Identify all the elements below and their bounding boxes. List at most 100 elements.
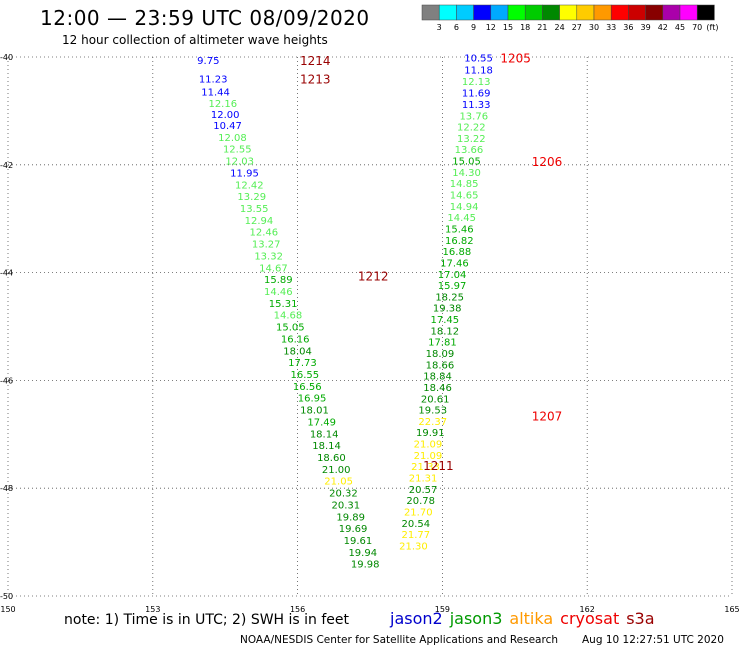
legend-swatch (473, 4, 492, 21)
swh-point-east: 13.76 (459, 111, 488, 122)
swh-point-west: 10.47 (213, 121, 242, 132)
swh-point-west: 18.01 (300, 406, 329, 417)
pass-time-label: 1212 (358, 269, 389, 283)
swh-point-east: 17.04 (438, 270, 467, 281)
swh-point-east: 17.81 (428, 338, 457, 349)
swh-point-east: 15.46 (445, 224, 474, 235)
swh-point-east: 20.61 (421, 394, 450, 405)
swh-point-east: 17.46 (440, 258, 469, 269)
satellite-jason3: jason3 (449, 609, 503, 628)
legend-swatch (628, 4, 646, 21)
y-tick-label: -46 (0, 376, 13, 385)
swh-point-east: 12.22 (457, 123, 486, 134)
satellite-s3a: s3a (626, 609, 655, 628)
y-tick-label: -48 (0, 484, 13, 493)
swh-point-west: 15.31 (269, 299, 298, 310)
legend-swatch (559, 4, 578, 21)
swh-point-east: 16.88 (443, 247, 472, 258)
swh-point-west: 17.73 (288, 358, 317, 369)
pass-time-label: 1206 (532, 155, 563, 169)
swh-point-west: 12.00 (211, 110, 240, 121)
legend-tick-label: 39 (641, 23, 651, 32)
swh-point-east: 12.13 (462, 77, 491, 88)
legend-swatch (645, 4, 664, 21)
footer-timestamp: Aug 10 12:27:51 UTC 2020 (582, 634, 724, 646)
x-tick-label: 165 (724, 605, 739, 614)
swh-point-east: 11.33 (462, 100, 491, 111)
swh-point-west: 13.55 (240, 204, 269, 215)
y-tick-label: -44 (0, 269, 13, 278)
legend-tick-label: 45 (675, 23, 685, 32)
swh-point-east: 21.09 (414, 451, 443, 462)
legend-unit: (ft) (706, 23, 718, 32)
swh-point-east: 18.12 (430, 326, 459, 337)
swh-point-west: 13.29 (237, 192, 266, 203)
swh-point-west: 11.23 (199, 75, 228, 86)
swh-point-east: 13.22 (457, 134, 486, 145)
pass-time-label: 1213 (300, 73, 331, 87)
legend-tick-label: 12 (486, 23, 496, 32)
x-tick-label: 159 (435, 605, 450, 614)
swh-point-west: 13.27 (252, 240, 281, 251)
legend-tick-label: 3 (437, 23, 442, 32)
x-tick-label: 162 (580, 605, 595, 614)
swh-point-west: 16.95 (298, 394, 327, 405)
swh-point-east: 18.66 (426, 360, 455, 371)
swh-point-west: 16.16 (281, 334, 310, 345)
satellite-jason2: jason2 (390, 609, 443, 628)
swh-point-west: 21.05 (324, 477, 353, 488)
swh-point-west: 12.03 (225, 157, 254, 168)
swh-point-east: 21.77 (402, 530, 431, 541)
satellite-altika: altika (509, 609, 554, 628)
swh-point-west: 9.75 (197, 56, 219, 67)
swh-point-east: 22.37 (418, 417, 447, 428)
legend-swatch (610, 4, 629, 21)
swh-point-west: 18.04 (283, 346, 312, 357)
legend-swatch (576, 4, 595, 21)
swh-point-east: 11.18 (464, 65, 493, 76)
swh-point-east: 15.97 (438, 281, 467, 292)
legend-tick-label: 21 (537, 23, 547, 32)
swh-point-east: 19.53 (418, 406, 447, 417)
legend-tick-label: 18 (520, 23, 530, 32)
swh-point-west: 12.08 (218, 133, 247, 144)
swh-point-west: 18.60 (317, 453, 346, 464)
swh-point-east: 21.30 (399, 541, 428, 552)
legend-swatch (542, 4, 560, 21)
pass-time-label: 1205 (500, 52, 531, 66)
swh-point-east: 18.46 (423, 383, 452, 394)
footer-note: note: 1) Time is in UTC; 2) SWH is in fe… (64, 612, 350, 628)
satellite-legend: jason2 jason3 altika cryosat s3a (390, 609, 662, 628)
legend-swatch (421, 4, 440, 21)
swh-point-west: 14.46 (264, 287, 293, 298)
pass-time-label: 1211 (423, 459, 454, 473)
swh-point-west: 19.94 (348, 548, 377, 559)
swh-point-west: 19.89 (336, 512, 365, 523)
legend-swatch (456, 4, 474, 21)
y-tick-label: -50 (0, 592, 13, 601)
swh-point-east: 14.94 (450, 202, 479, 213)
x-tick-label: 156 (290, 605, 305, 614)
legend-tick-label: 27 (572, 23, 582, 32)
legend-tick-label: 70 (692, 23, 702, 32)
pass-time-label: 1214 (300, 54, 331, 68)
swh-point-east: 20.57 (409, 485, 438, 496)
chart-subtitle: 12 hour collection of altimeter wave hei… (62, 33, 328, 47)
x-tick-label: 150 (0, 605, 15, 614)
legend-swatch (524, 4, 543, 21)
swh-point-west: 16.56 (293, 382, 322, 393)
swh-point-east: 14.45 (447, 213, 476, 224)
legend-swatch (490, 4, 509, 21)
swh-point-east: 15.05 (452, 157, 481, 168)
legend-tick-label: 6 (454, 23, 459, 32)
swh-point-west: 18.14 (310, 429, 339, 440)
legend-tick-label: 33 (606, 23, 616, 32)
swh-point-west: 15.05 (276, 323, 305, 334)
swh-point-east: 14.65 (450, 191, 479, 202)
pass-time-label: 1207 (532, 410, 563, 424)
legend-swatch (662, 4, 681, 21)
swh-point-west: 18.14 (312, 441, 341, 452)
legend-tick-label: 30 (589, 23, 599, 32)
swh-point-west: 11.95 (230, 168, 259, 179)
